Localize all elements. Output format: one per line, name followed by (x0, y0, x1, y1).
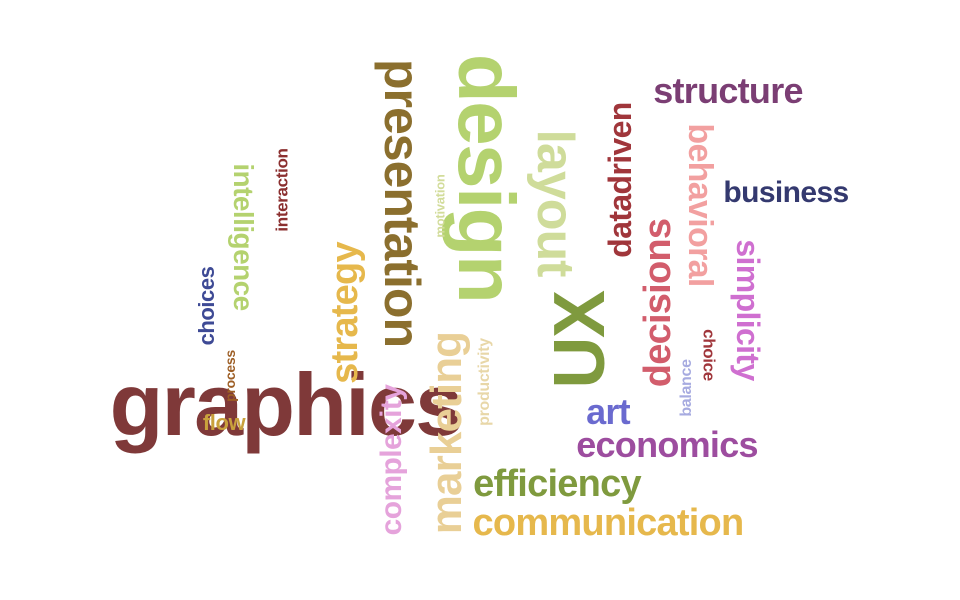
word-behavioral: behavioral (681, 123, 719, 287)
word-process: process (222, 350, 238, 402)
word-choices: choices (194, 266, 219, 346)
word-simplicity: simplicity (730, 239, 766, 381)
word-datadriven: datadriven (602, 102, 638, 258)
word-balance: balance (678, 359, 695, 417)
word-decisions: decisions (637, 218, 679, 388)
word-intelligence: intelligence (228, 163, 259, 311)
word-complexity: complexity (375, 384, 408, 536)
word-ux: UX (540, 291, 620, 389)
word-strategy: strategy (324, 242, 366, 384)
word-efficiency: efficiency (473, 463, 641, 505)
word-art: art (586, 391, 631, 432)
word-design: design (442, 53, 531, 303)
word-choice: choice (699, 329, 719, 381)
word-productivity: productivity (476, 338, 493, 426)
word-motivation: motivation (432, 174, 448, 238)
word-interaction: interaction (272, 148, 292, 232)
word-marketing: marketing (422, 331, 471, 535)
word-structure: structure (653, 70, 803, 111)
word-business: business (723, 176, 849, 209)
word-economics: economics (576, 424, 758, 465)
word-layout: layout (526, 129, 584, 277)
word-presentation: presentation (374, 58, 430, 348)
word-graphics: graphics (109, 355, 464, 454)
word-flow: flow (202, 410, 246, 435)
word-communication: communication (472, 502, 745, 544)
